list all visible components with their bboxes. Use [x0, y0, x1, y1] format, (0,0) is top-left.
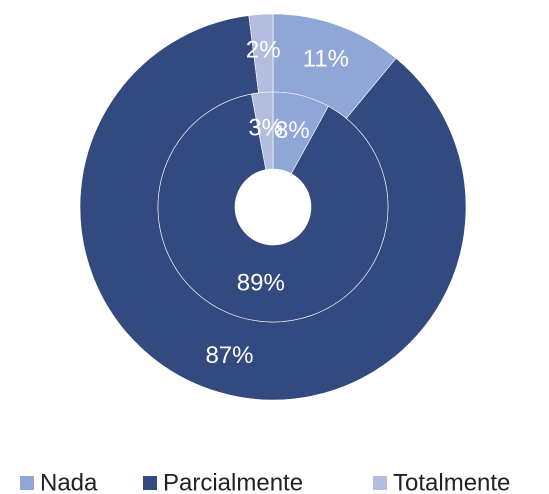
legend-label: Nada	[40, 469, 98, 494]
donut-segment	[157, 93, 389, 323]
legend-swatch	[373, 476, 387, 490]
data-label: 2%	[246, 37, 281, 64]
legend-swatch	[143, 476, 157, 490]
legend-label: Parcialmente	[163, 469, 303, 494]
legend-label: Totalmente	[393, 469, 510, 494]
data-label: 87%	[205, 342, 253, 369]
data-label: 3%	[248, 115, 283, 142]
data-label: 89%	[237, 269, 285, 296]
data-label: 11%	[303, 46, 349, 73]
donut-segment	[251, 91, 274, 171]
data-label: 8%	[275, 117, 310, 144]
legend-swatch	[20, 476, 34, 490]
